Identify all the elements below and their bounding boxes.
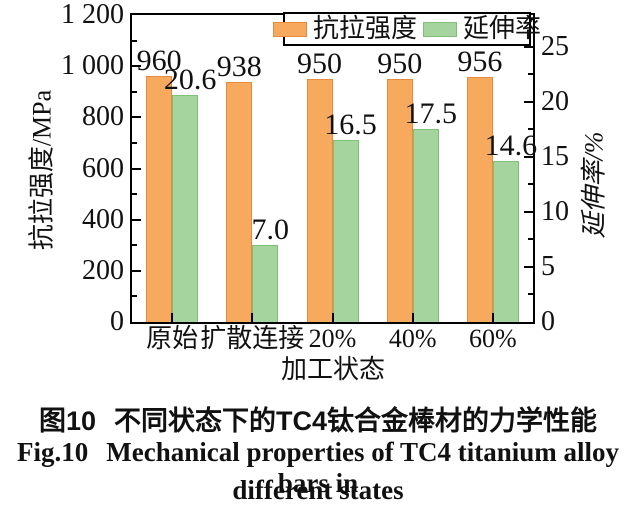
right-tick-label: 0 (541, 306, 555, 337)
caption-english-line1: Fig.10 Mechanical properties of TC4 titan… (0, 437, 636, 499)
right-minor-tick (528, 73, 533, 76)
elongation-value: 16.5 (324, 108, 377, 142)
left-major-tick (132, 167, 141, 170)
left-major-tick (132, 269, 141, 272)
left-minor-tick (132, 193, 137, 196)
right-tick-label: 15 (541, 140, 569, 172)
tensile-strength-value: 960 (136, 44, 182, 78)
right-minor-tick (528, 183, 533, 186)
x-major-tick (251, 313, 254, 322)
left-tick-label: 1 000 (61, 50, 124, 82)
legend-label: 抗拉强度 (312, 14, 417, 43)
caption-zh-text: 不同状态下的TC4钛合金棒材的力学性能 (114, 406, 598, 436)
elongation-value: 14.6 (484, 129, 538, 163)
x-category-label: 60% (469, 324, 517, 353)
elongation-value: 17.5 (404, 97, 457, 131)
tensile-strength-value: 938 (216, 50, 262, 84)
left-major-tick (132, 116, 141, 119)
elongation-bar (332, 140, 359, 322)
tensile-strength-bar (146, 76, 173, 322)
x-major-tick (171, 313, 174, 322)
tensile-strength-value: 956 (457, 45, 503, 79)
x-category-label: 40% (388, 324, 437, 353)
x-category-label: 原始 (146, 324, 199, 353)
elongation-bar (492, 161, 519, 322)
x-category-label: 扩散连接 (200, 324, 305, 353)
right-major-tick (524, 210, 533, 213)
elongation-bar (172, 95, 199, 322)
right-tick-label: 25 (541, 30, 569, 62)
right-major-tick (524, 100, 533, 103)
x-major-tick (411, 313, 414, 322)
left-minor-tick (132, 295, 137, 298)
left-minor-tick (132, 39, 137, 42)
legend: 抗拉强度 延伸率 (272, 12, 541, 46)
x-major-tick (331, 313, 334, 322)
tensile-strength-bar (466, 77, 493, 322)
left-minor-tick (132, 90, 137, 93)
left-major-tick (132, 218, 141, 221)
right-tick-label: 10 (541, 195, 569, 227)
left-tick-label: 200 (82, 254, 124, 286)
x-major-tick (491, 313, 494, 322)
left-tick-label: 0 (110, 306, 124, 337)
left-tick-label: 1 200 (61, 0, 124, 30)
left-tick-label: 600 (82, 152, 124, 184)
elongation-value: 7.0 (251, 212, 290, 246)
caption-zh-number: 图10 (38, 406, 97, 436)
right-tick-label: 20 (541, 85, 569, 117)
left-major-tick (132, 65, 141, 68)
right-axis-title: 延伸率/% (579, 131, 609, 239)
right-major-tick (524, 155, 533, 158)
right-major-tick (524, 265, 533, 268)
tensile-strength-value: 950 (297, 46, 342, 80)
legend-swatch-tensile (272, 21, 307, 37)
right-major-tick (524, 45, 533, 48)
caption-en-number: Fig.10 (17, 437, 89, 467)
legend-swatch-elongation (423, 21, 457, 37)
tensile-strength-value: 950 (377, 46, 423, 80)
elongation-bar (412, 129, 439, 322)
left-tick-label: 800 (82, 101, 124, 133)
tensile-strength-bar (306, 78, 333, 322)
left-minor-tick (132, 141, 137, 144)
right-minor-tick (528, 293, 533, 296)
tensile-strength-bar (386, 78, 413, 322)
elongation-value: 20.6 (163, 63, 217, 97)
tensile-strength-bar (226, 82, 253, 322)
x-category-label: 20% (308, 324, 357, 353)
elongation-bar (252, 244, 279, 322)
right-minor-tick (528, 238, 533, 241)
right-tick-label: 5 (541, 250, 555, 282)
legend-label: 延伸率 (463, 14, 542, 43)
caption-en-text: Mechanical properties of TC4 titanium al… (106, 437, 619, 498)
left-minor-tick (132, 244, 137, 247)
right-minor-tick (528, 128, 533, 131)
left-tick-label: 400 (82, 203, 124, 235)
caption-english-line2: different states (232, 475, 404, 505)
left-axis-title: 抗拉强度/MPa (27, 89, 57, 251)
x-axis-title: 加工状态 (280, 355, 385, 384)
caption-chinese: 图10 不同状态下的TC4钛合金棒材的力学性能 (0, 399, 636, 438)
